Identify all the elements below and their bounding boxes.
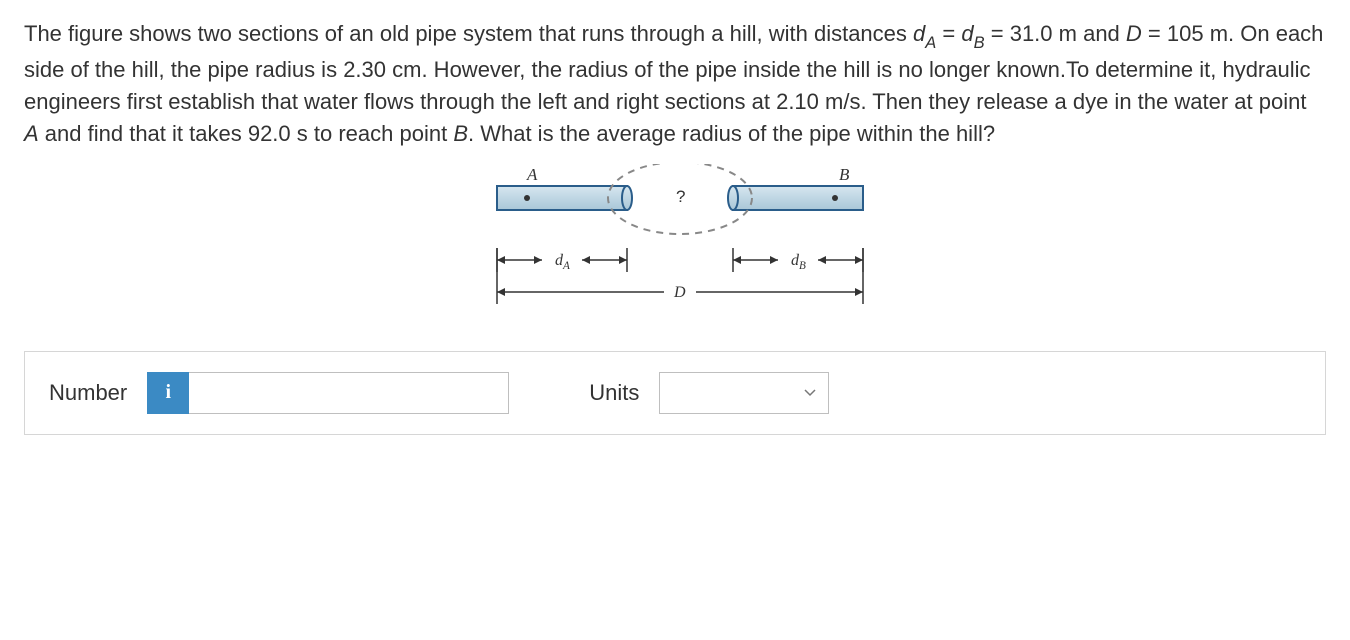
svg-text:?: ?: [676, 187, 685, 206]
val-time: 92.0 s: [248, 121, 308, 146]
sub-A: A: [925, 34, 936, 52]
svg-text:D: D: [673, 284, 686, 301]
text-part6: to reach point: [308, 121, 454, 146]
units-label: Units: [589, 377, 639, 409]
text-part4: . Then they release a dye in the water a…: [860, 89, 1306, 114]
number-input[interactable]: [189, 372, 509, 414]
figure-container: A B? dA dB D: [24, 164, 1326, 333]
var-D: D: [1126, 21, 1142, 46]
svg-text:B: B: [839, 165, 850, 184]
val-dist: 31.0 m: [1010, 21, 1077, 46]
number-label: Number: [49, 377, 127, 409]
text-eq3: =: [1142, 21, 1167, 46]
svg-text:A: A: [526, 165, 538, 184]
text-part: The figure shows two sections of an old …: [24, 21, 913, 46]
text-part7: . What is the average radius of the pipe…: [468, 121, 995, 146]
units-select[interactable]: [659, 372, 829, 414]
sub-B: B: [974, 34, 985, 52]
text-pointB: B: [453, 121, 468, 146]
var-dB: d: [961, 21, 973, 46]
svg-text:dA: dA: [555, 252, 570, 272]
var-dA: d: [913, 21, 925, 46]
answer-box: Number i Units: [24, 351, 1326, 435]
problem-text: The figure shows two sections of an old …: [24, 18, 1324, 150]
text-eq2: =: [985, 21, 1010, 46]
val-radius: 2.30 cm: [343, 57, 421, 82]
pipe-figure: A B? dA dB D: [465, 164, 885, 324]
text-pointA: A: [24, 121, 39, 146]
svg-text:dB: dB: [791, 252, 806, 272]
val-D: 105 m: [1167, 21, 1228, 46]
text-eq1: =: [936, 21, 961, 46]
number-input-group: i: [147, 372, 509, 414]
info-icon[interactable]: i: [147, 372, 189, 414]
val-speed: 2.10 m/s: [776, 89, 860, 114]
text-and: and: [1077, 21, 1126, 46]
text-part5: and find that it takes: [39, 121, 248, 146]
